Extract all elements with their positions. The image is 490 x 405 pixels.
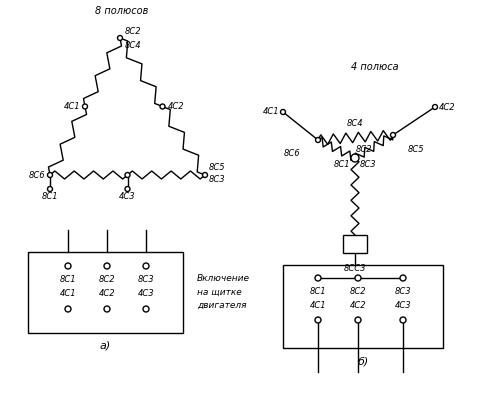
Text: 8С2: 8С2 — [350, 288, 367, 296]
Text: 4С1: 4С1 — [310, 301, 326, 311]
Circle shape — [202, 173, 207, 177]
Text: 8С2: 8С2 — [356, 145, 372, 154]
Bar — [283, 265, 443, 348]
Text: 4С2: 4С2 — [98, 290, 115, 298]
Circle shape — [433, 104, 438, 109]
Text: 4С1: 4С1 — [262, 107, 279, 117]
Text: 4С1: 4С1 — [60, 290, 76, 298]
Circle shape — [82, 104, 88, 109]
Text: 8 полюсов: 8 полюсов — [96, 6, 148, 16]
Circle shape — [391, 132, 395, 138]
Text: 8С3: 8С3 — [138, 275, 154, 284]
Text: 4С2: 4С2 — [168, 102, 184, 111]
Circle shape — [125, 186, 130, 192]
Text: 8С6: 8С6 — [28, 171, 45, 179]
Circle shape — [355, 317, 361, 323]
Text: 4С2: 4С2 — [350, 301, 367, 311]
Circle shape — [104, 263, 110, 269]
Text: 8С3: 8С3 — [360, 160, 377, 169]
Circle shape — [316, 138, 320, 143]
Text: 8СС3: 8СС3 — [344, 264, 366, 273]
Text: 4С1: 4С1 — [63, 102, 80, 111]
Text: 4С3: 4С3 — [394, 301, 411, 311]
Text: 8С2: 8С2 — [125, 28, 142, 36]
Circle shape — [315, 275, 321, 281]
Text: 8С4: 8С4 — [347, 119, 364, 128]
Text: 4С3: 4С3 — [138, 290, 154, 298]
Text: 8С1: 8С1 — [60, 275, 76, 284]
Circle shape — [355, 275, 361, 281]
Circle shape — [143, 263, 149, 269]
Text: 4 полюса: 4 полюса — [351, 62, 399, 72]
Circle shape — [48, 173, 52, 177]
Bar — [28, 252, 183, 333]
Circle shape — [400, 275, 406, 281]
Circle shape — [125, 173, 130, 177]
Text: 8С3: 8С3 — [394, 288, 411, 296]
Text: 8С4: 8С4 — [125, 40, 142, 49]
Circle shape — [65, 263, 71, 269]
Circle shape — [160, 104, 165, 109]
Circle shape — [400, 317, 406, 323]
Text: 4С3: 4С3 — [119, 192, 136, 201]
Circle shape — [118, 36, 122, 41]
Text: 8С1: 8С1 — [333, 160, 350, 169]
Circle shape — [143, 306, 149, 312]
Text: 8С1: 8С1 — [310, 288, 326, 296]
Text: 8С6: 8С6 — [283, 149, 300, 158]
Text: а): а) — [100, 341, 111, 351]
FancyBboxPatch shape — [343, 235, 367, 253]
Text: 8С3: 8С3 — [209, 175, 225, 185]
Circle shape — [351, 154, 359, 162]
Circle shape — [65, 306, 71, 312]
Text: Включение
на щитке
двигателя: Включение на щитке двигателя — [197, 274, 250, 310]
Circle shape — [48, 186, 52, 192]
Circle shape — [315, 317, 321, 323]
Text: 8С2: 8С2 — [98, 275, 115, 284]
Circle shape — [104, 306, 110, 312]
Text: 8С5: 8С5 — [408, 145, 425, 154]
Text: 8С1: 8С1 — [42, 192, 58, 201]
Text: 8С5: 8С5 — [209, 162, 225, 171]
Text: б): б) — [357, 356, 368, 366]
Text: 4С2: 4С2 — [439, 102, 456, 111]
Circle shape — [280, 109, 286, 115]
